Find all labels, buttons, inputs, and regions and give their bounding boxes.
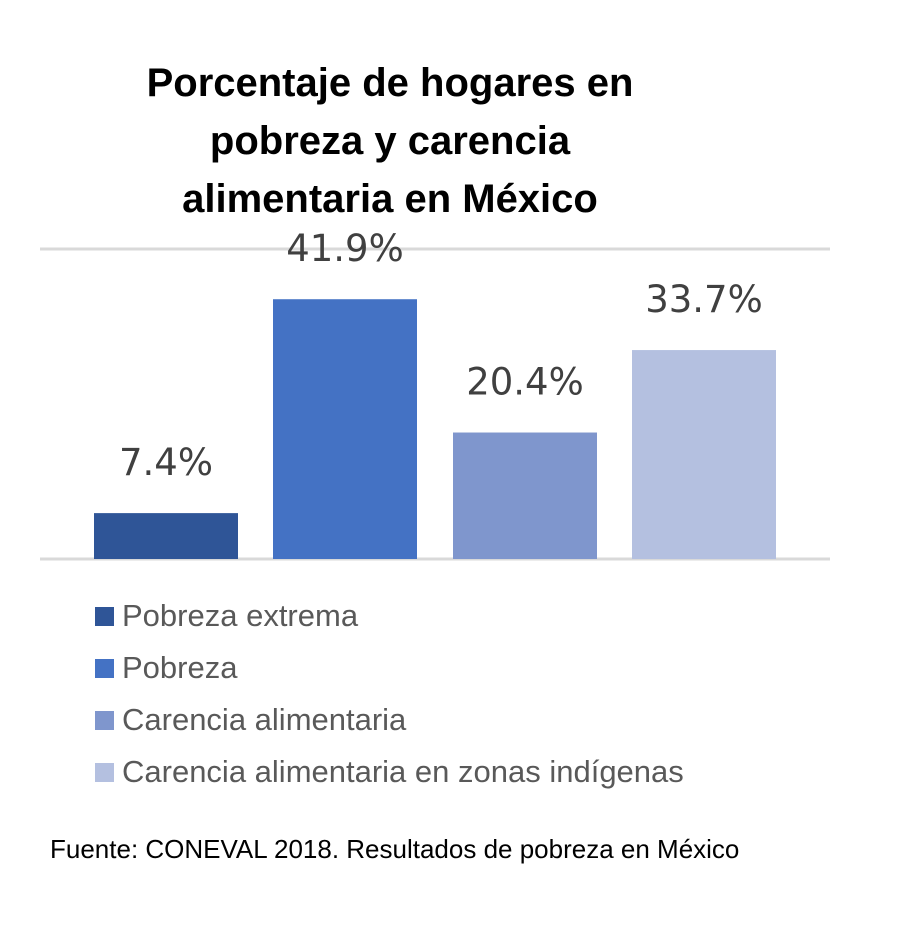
legend-swatch bbox=[95, 606, 114, 626]
bar bbox=[273, 299, 417, 559]
legend-item: Carencia alimentaria bbox=[95, 694, 684, 746]
chart-title-line: pobreza y carencia bbox=[209, 119, 571, 163]
data-label: 33.7% bbox=[645, 278, 763, 321]
bar bbox=[453, 432, 597, 559]
bar bbox=[632, 350, 776, 559]
legend-label: Carencia alimentaria en zonas indígenas bbox=[122, 754, 684, 789]
legend-swatch bbox=[95, 762, 114, 782]
legend-swatch bbox=[95, 710, 114, 730]
data-label: 41.9% bbox=[286, 227, 404, 270]
legend-label: Pobreza extrema bbox=[122, 598, 359, 633]
legend-label: Carencia alimentaria bbox=[122, 702, 407, 737]
data-label: 20.4% bbox=[466, 361, 584, 404]
legend-swatch bbox=[95, 658, 114, 678]
chart-title-line: alimentaria en México bbox=[182, 177, 598, 221]
chart-legend: Pobreza extrema Pobreza Carencia aliment… bbox=[95, 590, 684, 798]
legend-label: Pobreza bbox=[122, 650, 238, 685]
chart-title-line: Porcentaje de hogares en bbox=[146, 61, 634, 105]
source-note: Fuente: CONEVAL 2018. Resultados de pobr… bbox=[50, 834, 740, 864]
chart-title: Porcentaje de hogares en pobreza y caren… bbox=[60, 54, 720, 228]
bar bbox=[94, 513, 238, 559]
bar-chart: 7.4% 41.9% 20.4% 33.7% bbox=[40, 227, 830, 561]
legend-item: Pobreza bbox=[95, 642, 684, 694]
legend-item: Pobreza extrema bbox=[95, 590, 684, 642]
legend-item: Carencia alimentaria en zonas indígenas bbox=[95, 746, 684, 798]
data-label: 7.4% bbox=[119, 441, 213, 484]
